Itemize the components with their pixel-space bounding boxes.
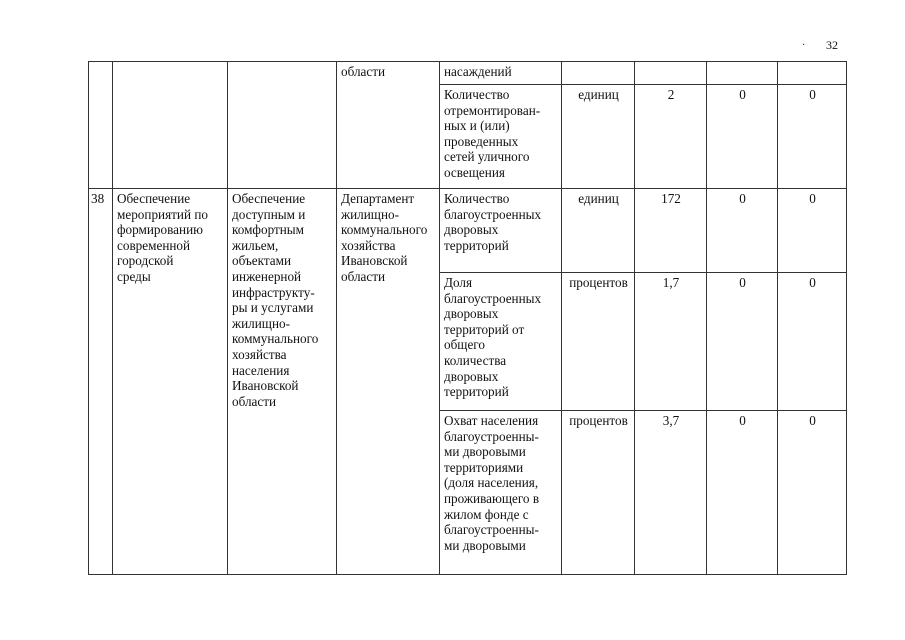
value-cell — [634, 61, 707, 85]
task-cell — [112, 61, 228, 189]
table-row: 38 Обеспечение мероприятий по формирован… — [88, 188, 847, 575]
value-cell: 0 — [706, 188, 778, 273]
indicator-cell: Количество благоустроенных дворовых терр… — [439, 188, 562, 273]
scan-speck: · — [802, 40, 806, 51]
unit-cell: единиц — [561, 188, 635, 273]
value-cell — [777, 61, 847, 85]
indicator-cell: насаждений — [439, 61, 562, 85]
result-cell — [227, 61, 337, 189]
value-cell: 0 — [706, 410, 778, 575]
value-cell: 1,7 — [634, 272, 707, 411]
value-cell: 0 — [706, 84, 778, 189]
value-cell: 0 — [777, 84, 847, 189]
value-cell: 172 — [634, 188, 707, 273]
indicator-cell: Количество отремонтирован- ных и (или) п… — [439, 84, 562, 189]
unit-cell: процентов — [561, 272, 635, 411]
program-table: области насаждений Количество отремонтир… — [88, 61, 847, 575]
page-number: 32 — [826, 38, 838, 52]
table-row: Охват населения благоустроенны- ми дворо… — [89, 410, 847, 575]
executor-cell: области — [336, 61, 440, 189]
value-cell: 0 — [706, 272, 778, 411]
task-cell: Обеспечение мероприятий по формированию … — [112, 188, 228, 575]
value-cell — [706, 61, 778, 85]
unit-cell — [561, 61, 635, 85]
unit-cell: процентов — [561, 410, 635, 575]
indicator-cell: Охват населения благоустроенны- ми дворо… — [439, 410, 562, 575]
indicator-cell: Доля благоустроенных дворовых территорий… — [439, 272, 562, 411]
row-number: 38 — [88, 188, 113, 575]
row-number — [88, 61, 113, 189]
executor-cell: Департамент жилищно- коммунального хозяй… — [336, 188, 440, 575]
unit-cell: единиц — [561, 84, 635, 189]
value-cell: 0 — [777, 272, 847, 411]
value-cell: 2 — [634, 84, 707, 189]
value-cell: 0 — [777, 410, 847, 575]
table-row: Количество отремонтирован- ных и (или) п… — [89, 84, 847, 189]
value-cell: 3,7 — [634, 410, 707, 575]
table-row: области насаждений — [88, 61, 847, 189]
value-cell: 0 — [777, 188, 847, 273]
result-cell: Обеспечение доступным и комфортным жилье… — [227, 188, 337, 575]
